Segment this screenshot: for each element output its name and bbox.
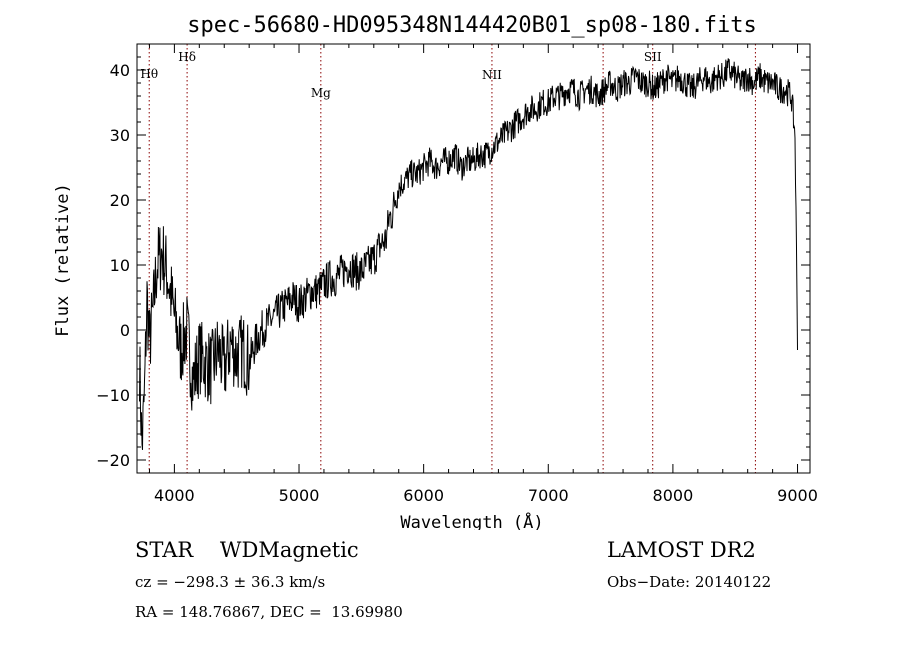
x-axis: 4000 5000 6000 7000 8000 9000 (148, 44, 818, 505)
x-tick-label: 4000 (154, 486, 195, 505)
x-tick-label: 7000 (528, 486, 569, 505)
y-tick-label: 0 (120, 321, 130, 340)
line-label-1: Hδ (178, 50, 196, 64)
x-tick-label: 8000 (653, 486, 694, 505)
chart-title: spec-56680-HD095348N144420B01_sp08-180.f… (187, 13, 757, 38)
plot-frame (136, 43, 811, 474)
y-tick-label: 30 (110, 126, 130, 145)
y-tick-label: −10 (96, 386, 130, 405)
line-label-3: NII (482, 68, 502, 82)
x-tick-label: 9000 (777, 486, 818, 505)
spectrum-chart: spec-56680-HD095348N144420B01_sp08-180.f… (53, 13, 818, 530)
object-class: STAR WDMagnetic (135, 538, 359, 562)
x-axis-label: Wavelength (Å) (400, 511, 543, 530)
line-label-5: SII (644, 50, 662, 64)
survey-name: LAMOST DR2 (607, 538, 756, 562)
observation-date: Obs−Date: 20140122 (607, 573, 772, 591)
line-label-2: Mg (311, 86, 331, 100)
x-tick-label: 5000 (279, 486, 320, 505)
x-tick-label: 6000 (403, 486, 444, 505)
coordinates: RA = 148.76867, DEC = 13.69980 (135, 603, 403, 621)
y-axis-label: Flux (relative) (53, 183, 73, 337)
line-label-0: Hθ (140, 67, 158, 81)
y-tick-label: 10 (110, 256, 130, 275)
redshift-velocity: cz = −298.3 ± 36.3 km/s (135, 573, 326, 591)
y-tick-label: 40 (110, 61, 130, 80)
spectrum-line (139, 58, 798, 450)
y-tick-label: 20 (110, 191, 130, 210)
y-tick-label: −20 (96, 451, 130, 470)
y-axis: −20 −10 0 10 20 30 40 (96, 43, 810, 474)
plot-area: Hθ Hδ Mg NII SII (139, 44, 798, 473)
